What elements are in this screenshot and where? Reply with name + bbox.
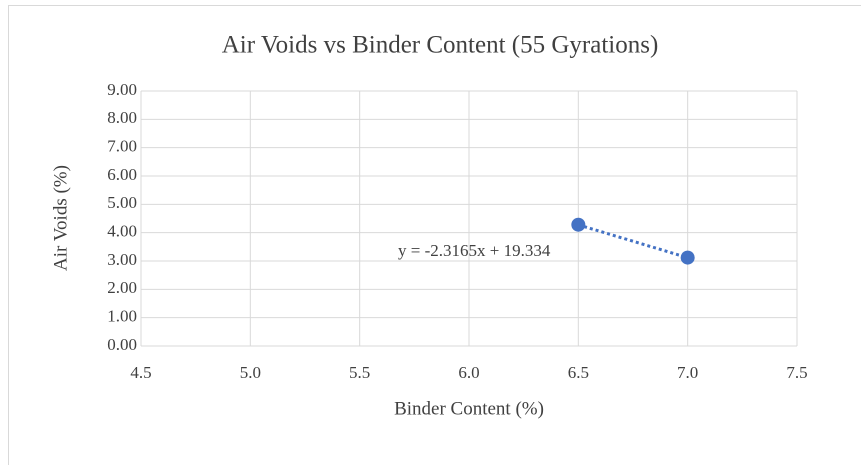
data-point: [680, 250, 695, 265]
y-tick-label: 8.00: [107, 108, 137, 127]
x-tick-label: 7.5: [786, 363, 807, 382]
x-tick-label: 4.5: [130, 363, 151, 382]
y-tick-label: 0.00: [107, 335, 137, 354]
x-tick-label: 5.5: [349, 363, 370, 382]
y-tick-label: 4.00: [107, 222, 137, 241]
x-tick-label: 6.0: [458, 363, 479, 382]
y-tick-label: 7.00: [107, 137, 137, 156]
chart-title: Air Voids vs Binder Content (55 Gyration…: [222, 32, 659, 59]
y-axis-label: Air Voids (%): [50, 165, 71, 271]
y-tick-label: 5.00: [107, 193, 137, 212]
data-point: [571, 217, 586, 232]
y-tick-label: 6.00: [107, 165, 137, 184]
trendline-equation: y = -2.3165x + 19.334: [398, 241, 551, 260]
y-tick-label: 3.00: [107, 250, 137, 269]
chart-frame: [8, 5, 861, 465]
trendline: [577, 223, 689, 260]
y-tick-label: 2.00: [107, 278, 137, 297]
x-tick-label: 6.5: [568, 363, 589, 382]
x-axis-label: Binder Content (%): [394, 398, 544, 419]
x-tick-label: 5.0: [240, 363, 261, 382]
y-tick-label: 9.00: [107, 80, 137, 99]
x-tick-label: 7.0: [677, 363, 698, 382]
y-tick-label: 1.00: [107, 307, 137, 326]
